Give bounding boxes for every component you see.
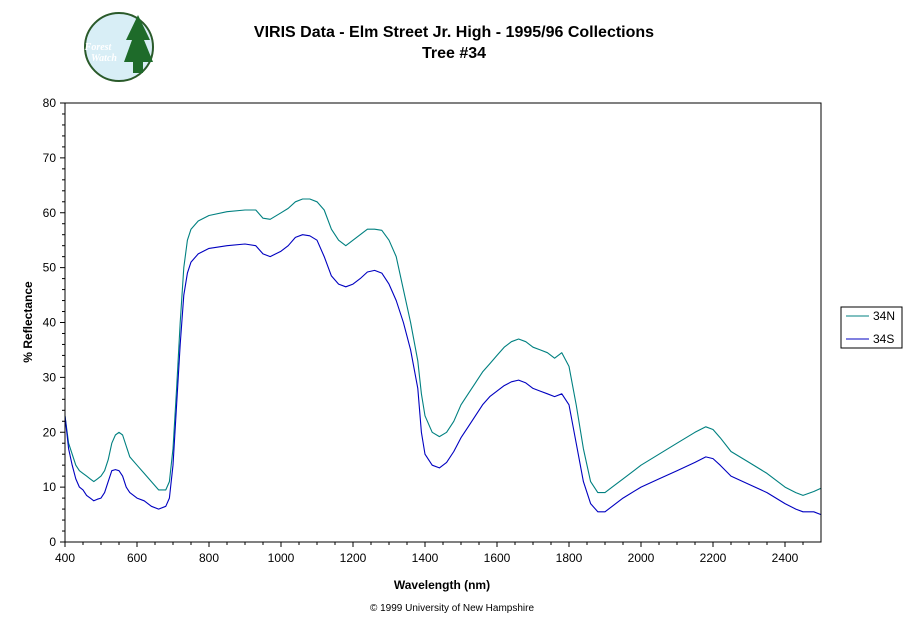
- y-tick-label: 40: [43, 316, 57, 330]
- x-tick-label: 2000: [628, 551, 655, 565]
- forest-watch-logo: Forest Watch: [84, 12, 154, 82]
- x-tick-label: 1600: [484, 551, 511, 565]
- y-tick-label: 70: [43, 151, 57, 165]
- logo-text-line1: Forest: [84, 42, 113, 53]
- x-tick-label: 800: [199, 551, 219, 565]
- legend-box: [840, 306, 903, 349]
- x-tick-label: 600: [127, 551, 147, 565]
- x-tick-label: 2400: [772, 551, 799, 565]
- legend-label-34n: 34N: [873, 309, 895, 323]
- x-tick-label: 1800: [556, 551, 583, 565]
- chart-title: VIRIS Data - Elm Street Jr. High - 1995/…: [254, 24, 654, 41]
- y-axis-title: % Reflectance: [21, 281, 35, 363]
- x-tick-label: 400: [55, 551, 75, 565]
- series-line-34n: [64, 198, 822, 496]
- y-tick-label: 10: [43, 480, 57, 494]
- x-tick-label: 2200: [700, 551, 727, 565]
- x-tick-label: 1400: [412, 551, 439, 565]
- y-tick-label: 50: [43, 261, 57, 275]
- y-tick-label: 30: [43, 370, 57, 384]
- y-tick-label: 20: [43, 425, 57, 439]
- legend-label-34s: 34S: [873, 332, 894, 346]
- x-tick-label: 1000: [268, 551, 295, 565]
- x-axis-title: Wavelength (nm): [394, 578, 490, 592]
- logo-tree-icon: [124, 15, 153, 73]
- x-tick-label: 1200: [340, 551, 367, 565]
- y-tick-label: 60: [43, 206, 57, 220]
- series-lines: [64, 198, 822, 516]
- legend: 34N 34S: [840, 306, 903, 349]
- plot-area: [64, 102, 822, 543]
- x-axis-ticks: 400 600 800 1000 1200 1400 1600 1800 2000 2200 240…: [55, 542, 804, 565]
- copyright-footer: © 1999 University of New Hampshire: [370, 603, 535, 614]
- y-axis-ticks: 0 10 20 30 40 50 60 70 80: [43, 96, 65, 549]
- y-tick-label: 0: [49, 535, 56, 549]
- y-tick-label: 80: [43, 96, 57, 110]
- series-line-34s: [64, 234, 822, 516]
- logo-text-line2: Watch: [91, 53, 117, 64]
- chart-subtitle: Tree #34: [422, 45, 486, 62]
